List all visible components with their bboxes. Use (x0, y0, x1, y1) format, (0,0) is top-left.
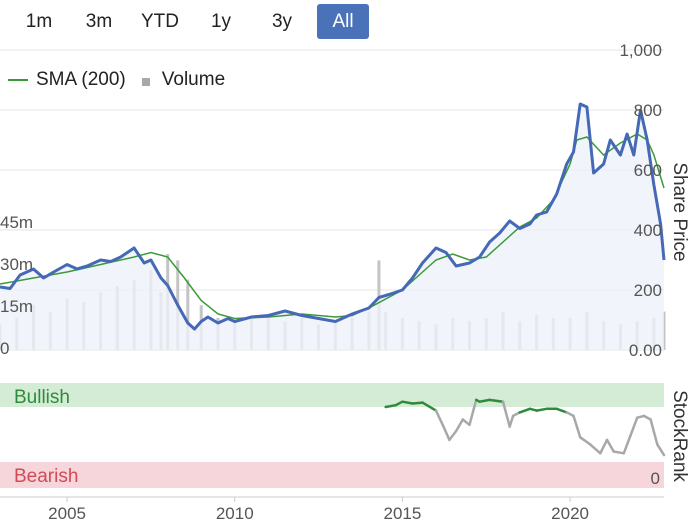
chart-legend: SMA (200) Volume (8, 68, 225, 92)
bearish-band (0, 462, 664, 488)
range-button-ytd[interactable]: YTD (141, 11, 179, 32)
volume-bar (186, 279, 190, 350)
stockrank-line-segment (622, 434, 632, 455)
range-button-1y[interactable]: 1y (210, 11, 232, 32)
x-tick-label: 2020 (551, 504, 589, 523)
stockrank-line-segment (434, 409, 444, 427)
stockrank-line-segment (501, 400, 511, 428)
stockrank-line-segment (441, 423, 451, 442)
stockrank-line-segment (421, 401, 438, 412)
price-tick-label: 200 (634, 281, 662, 300)
bullish-band (0, 383, 664, 407)
stockrank-line-segment (394, 400, 404, 407)
stockrank-line-segment (454, 418, 465, 433)
stockrank-line-segment (448, 429, 458, 442)
sma-legend-swatch (8, 79, 28, 81)
stockrank-line-segment (656, 443, 666, 457)
stockrank-line-segment (488, 398, 505, 403)
stockrank-tick-label: 0 (651, 469, 660, 488)
stockrank-line-segment (572, 414, 582, 439)
volume-legend-swatch (141, 78, 150, 86)
share-price-axis-title: Share Price (669, 162, 690, 261)
stockrank-line-segment (642, 414, 652, 421)
stockrank-line-segment (629, 416, 639, 437)
stockrank-line-segment (612, 450, 626, 455)
stockrank-line-segment (565, 411, 575, 418)
stockrank-line-segment (599, 438, 609, 455)
x-tick-label: 2005 (48, 504, 86, 523)
bearish-band-label: Bearish (14, 466, 78, 487)
stockrank-line-segment (511, 411, 522, 418)
stockrank-line-segment (461, 418, 471, 427)
stockrank-line-segment (411, 401, 424, 405)
x-tick-label: 2010 (216, 504, 254, 523)
volume-tick-label: 45m (0, 213, 33, 232)
price-tick-label: 800 (634, 101, 662, 120)
volume-tick-label: 15m (0, 297, 33, 316)
volume-legend-label[interactable]: Volume (161, 69, 226, 90)
stockrank-line-segment (588, 443, 602, 455)
bullish-band-label: Bullish (14, 387, 70, 408)
price-line (0, 102, 666, 331)
stockrank-axis-title: StockRank (669, 390, 690, 482)
range-button-3m[interactable]: 3m (85, 11, 113, 32)
stockrank-line-segment (401, 400, 414, 405)
x-tick-label: 2015 (384, 504, 422, 523)
volume-tick-label: 0 (0, 339, 9, 358)
price-tick-label: 600 (634, 161, 662, 180)
stockrank-line-segment (605, 438, 615, 453)
stockrank-line-segment (508, 414, 515, 428)
price-tick-label: 400 (634, 221, 662, 240)
stockrank-line-segment (518, 407, 532, 414)
range-button-3y[interactable]: 3y (271, 11, 293, 32)
stockrank-line-segment (535, 407, 548, 412)
range-button-1m[interactable]: 1m (25, 11, 53, 32)
price-area (0, 104, 664, 350)
volume-tick-label: 30m (0, 255, 33, 274)
price-tick-label: 0.00 (629, 341, 662, 360)
range-button-all[interactable]: All (317, 4, 369, 39)
stockrank-line-segment (384, 403, 397, 409)
price-tick-label: 1,000 (619, 41, 662, 60)
stockrank-line-segment (649, 418, 659, 446)
sma-legend-label[interactable]: SMA (200) (36, 69, 126, 90)
stockrank-line-segment (555, 407, 568, 414)
stockrank-line-segment (478, 398, 491, 403)
stockrank-line-segment (468, 398, 478, 427)
stockrank-line-segment (578, 436, 592, 446)
